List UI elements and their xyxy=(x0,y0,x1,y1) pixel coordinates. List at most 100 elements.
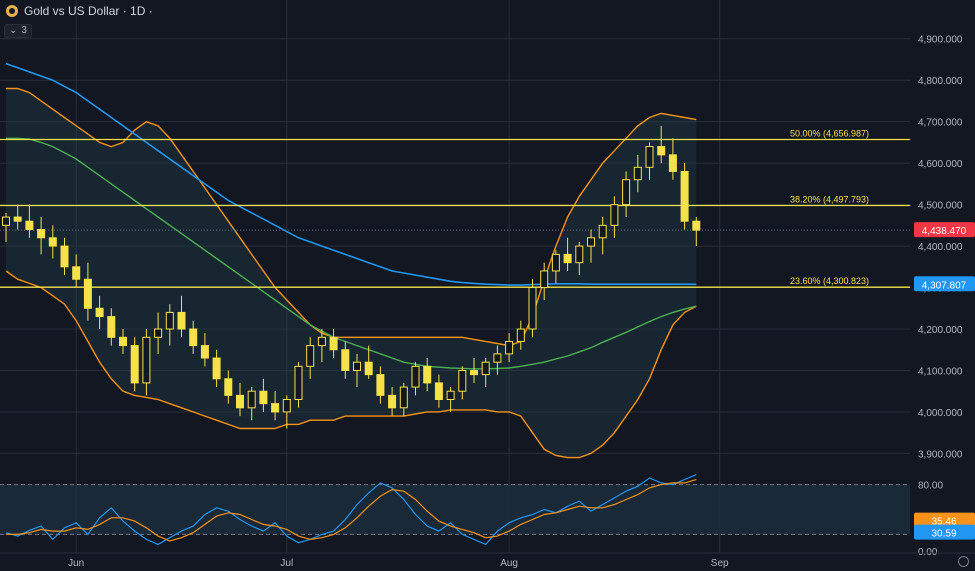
candle-body xyxy=(505,340,514,355)
price-tick-label: 4,500.000 xyxy=(918,201,963,212)
time-tick-label: Sep xyxy=(711,558,729,569)
price-tick-label: 4,900.000 xyxy=(918,35,963,46)
candle-body xyxy=(399,386,408,409)
chevron-down-icon: ⌄ xyxy=(9,25,18,36)
candle-body xyxy=(587,237,595,247)
price-tick-label: 3,900.000 xyxy=(918,449,963,460)
candle-body xyxy=(423,365,432,384)
price-tick-label: 4,000.000 xyxy=(918,408,963,419)
upper-band-line xyxy=(6,87,697,347)
candle-body xyxy=(48,237,57,247)
osc-fast-line xyxy=(5,474,697,546)
candle-body xyxy=(376,374,385,396)
oscillator-pane xyxy=(0,474,910,546)
price-tick-label: 4,400.000 xyxy=(918,242,963,253)
candle-body xyxy=(528,287,537,330)
candle-body xyxy=(142,336,151,384)
candle-body xyxy=(353,361,361,371)
candle-body xyxy=(224,378,233,396)
candle-body xyxy=(2,216,10,226)
indicator-toggle[interactable]: ⌄ 3 xyxy=(4,24,32,38)
fibonacci-levels: 50.00% (4,656.987) 38.20% (4,497.793) 23.6… xyxy=(0,129,910,288)
candle-body xyxy=(458,369,467,392)
candle-body xyxy=(598,224,607,239)
candle-body xyxy=(481,361,490,376)
ma-price-badge: 4,307.807 xyxy=(922,280,967,291)
fib-label: 38.20% (4,497.793) xyxy=(790,195,869,205)
indicator-count: 3 xyxy=(21,25,27,36)
time-tick-label: Jun xyxy=(68,558,84,569)
candle-body xyxy=(247,390,256,409)
price-tick-label: 4,600.000 xyxy=(918,159,963,170)
candle-body xyxy=(470,369,478,376)
candle-body xyxy=(282,399,291,413)
candle-body xyxy=(516,328,525,342)
ma-green-line xyxy=(6,137,697,370)
candle-body xyxy=(13,216,22,222)
candle-body xyxy=(434,382,443,401)
candle-body xyxy=(107,316,116,338)
osc-slow-badge: 35.46 xyxy=(931,517,956,528)
price-tick-label: 4,700.000 xyxy=(918,118,963,129)
candle-body xyxy=(563,253,572,264)
candle-body xyxy=(60,245,69,268)
ma-blue-line xyxy=(5,62,697,286)
candle-body xyxy=(657,146,666,156)
gold-logo-icon xyxy=(6,5,18,17)
candle-body xyxy=(200,345,209,359)
candle-body xyxy=(236,394,244,409)
price-tick-label: 4,200.000 xyxy=(918,325,963,336)
time-tick-label: Jul xyxy=(280,558,293,569)
candle-body xyxy=(692,220,701,231)
candle-body xyxy=(610,204,619,226)
candle-body xyxy=(551,253,560,272)
candle-body xyxy=(271,403,280,413)
symbol-title[interactable]: Gold vs US Dollar · 1D · xyxy=(24,4,153,18)
candle-body xyxy=(493,353,502,363)
candle-body xyxy=(25,220,34,230)
candle-body xyxy=(680,170,689,222)
price-tick-label: 4,100.000 xyxy=(918,366,963,377)
candle-body xyxy=(119,336,127,347)
candle-body xyxy=(154,328,163,338)
moving-averages xyxy=(5,62,697,370)
candle-body xyxy=(212,357,221,380)
last-price-badge-bg xyxy=(914,222,975,238)
candle-body xyxy=(83,278,92,309)
candle-body xyxy=(364,361,373,376)
candle-body xyxy=(165,311,174,330)
candle-body xyxy=(411,365,420,388)
gear-icon[interactable] xyxy=(958,556,969,567)
candle-body xyxy=(446,390,455,401)
osc-fast-badge: 30.59 xyxy=(931,529,956,540)
candle-body xyxy=(37,228,46,239)
candle-body xyxy=(540,270,549,289)
price-tick-label: 4,800.000 xyxy=(918,76,963,87)
candle-body xyxy=(633,166,642,181)
candle-body xyxy=(388,394,397,409)
osc-slow-line xyxy=(6,479,697,542)
candle-body xyxy=(294,365,303,401)
candle-body xyxy=(575,245,584,264)
osc-fast-badge-bg xyxy=(914,524,975,540)
candle-body xyxy=(130,345,139,384)
candlestick-series xyxy=(2,125,701,429)
lower-band-line xyxy=(5,270,697,459)
candle-body xyxy=(341,349,350,371)
candle-body xyxy=(317,336,326,347)
candle-body xyxy=(622,179,631,206)
time-axis[interactable]: Jun Jul Aug Sep xyxy=(0,552,975,569)
candle-body xyxy=(668,154,677,172)
ma-price-badge-bg xyxy=(914,276,975,292)
candle-body xyxy=(645,146,654,168)
osc-tick-label: 80.00 xyxy=(918,481,943,492)
osc-band xyxy=(0,484,910,535)
time-tick-label: Aug xyxy=(500,558,518,569)
chart-header[interactable]: Gold vs US Dollar · 1D · xyxy=(6,4,153,18)
last-price-badge: 4,438.470 xyxy=(922,226,967,237)
fib-label: 50.00% (4,656.987) xyxy=(790,129,869,139)
fib-label: 23.60% (4,300.823) xyxy=(790,276,869,286)
